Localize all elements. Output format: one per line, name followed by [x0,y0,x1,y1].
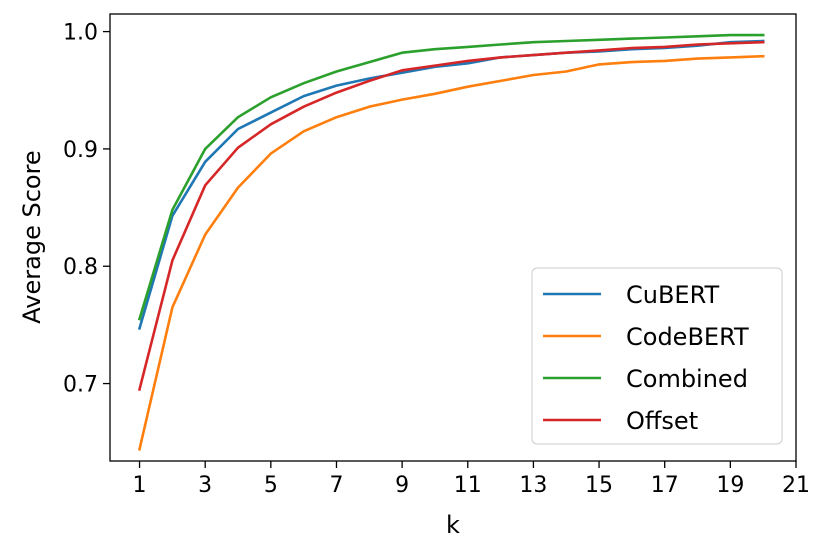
legend-box [531,267,783,445]
y-tick-label: 1.0 [63,21,98,46]
x-tick-label: 11 [454,473,482,498]
series-line-offset [137,40,765,391]
x-tick-label: 5 [264,473,278,498]
series-line-codebert [137,54,765,451]
legend: CuBERT CodeBERT Combined Offset [531,267,783,445]
x-tick-label: 13 [519,473,547,498]
plot-frame [109,13,797,462]
x-tick-label: 1 [133,473,147,498]
x-tick-label: 17 [651,473,679,498]
y-axis-label: Average Score [18,150,46,323]
y-tick-label: 0.7 [63,373,98,398]
x-axis: 1 3 5 7 9 11 13 15 17 19 21 [133,461,810,498]
legend-items: CuBERT CodeBERT Combined Offset [543,281,749,435]
series-layer [137,33,765,451]
legend-label-combined: Combined [626,365,748,393]
x-tick-label: 21 [782,473,810,498]
x-tick-label: 9 [395,473,409,498]
series-line-combined [137,33,765,321]
x-axis-label: k [446,511,460,539]
legend-label-cubert: CuBERT [626,281,720,309]
x-tick-label: 19 [716,473,744,498]
x-tick-label: 3 [198,473,212,498]
legend-label-offset: Offset [626,407,698,435]
x-tick-label: 7 [329,473,343,498]
y-tick-label: 0.9 [63,138,98,163]
y-axis: 0.7 0.8 0.9 1.0 [63,21,110,398]
y-tick-label: 0.8 [63,255,98,280]
x-tick-label: 15 [585,473,613,498]
legend-label-codebert: CodeBERT [626,323,749,351]
